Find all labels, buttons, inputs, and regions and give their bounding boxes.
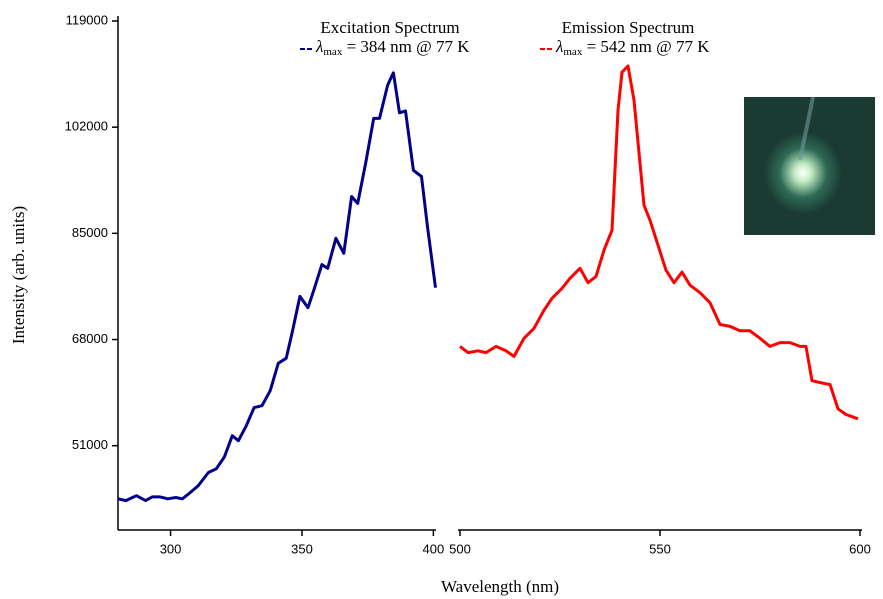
x-tick-label: 350 bbox=[291, 541, 313, 556]
x-axis-title: Wavelength (nm) bbox=[441, 577, 559, 596]
x-tick-label: 300 bbox=[160, 541, 182, 556]
legend-title: Emission Spectrum bbox=[562, 18, 695, 37]
y-tick-label: 85000 bbox=[72, 225, 108, 240]
lambda-subscript: max bbox=[563, 46, 582, 58]
legend-annotation: λmax = 384 nm @ 77 K bbox=[315, 37, 470, 58]
x-tick-label: 600 bbox=[849, 541, 871, 556]
line-series bbox=[459, 64, 859, 421]
lambda-symbol: λ bbox=[315, 37, 323, 56]
y-tick-label: 68000 bbox=[72, 331, 108, 346]
line-series bbox=[117, 71, 437, 503]
lambda-text: = 542 nm @ 77 K bbox=[582, 37, 710, 56]
y-tick-label: 51000 bbox=[72, 437, 108, 452]
x-tick-label: 400 bbox=[423, 541, 445, 556]
x-tick-label: 550 bbox=[649, 541, 671, 556]
lambda-symbol: λ bbox=[555, 37, 563, 56]
legend-title: Excitation Spectrum bbox=[320, 18, 459, 37]
lambda-subscript: max bbox=[323, 46, 342, 58]
y-tick-label: 119000 bbox=[66, 12, 108, 27]
y-tick-label: 102000 bbox=[65, 119, 108, 134]
photo-beam bbox=[798, 96, 815, 161]
x-tick-label: 500 bbox=[449, 541, 471, 556]
lambda-text: = 384 nm @ 77 K bbox=[342, 37, 470, 56]
y-axis-title: Intensity (arb. units) bbox=[9, 206, 28, 344]
legend-annotation: λmax = 542 nm @ 77 K bbox=[555, 37, 710, 58]
